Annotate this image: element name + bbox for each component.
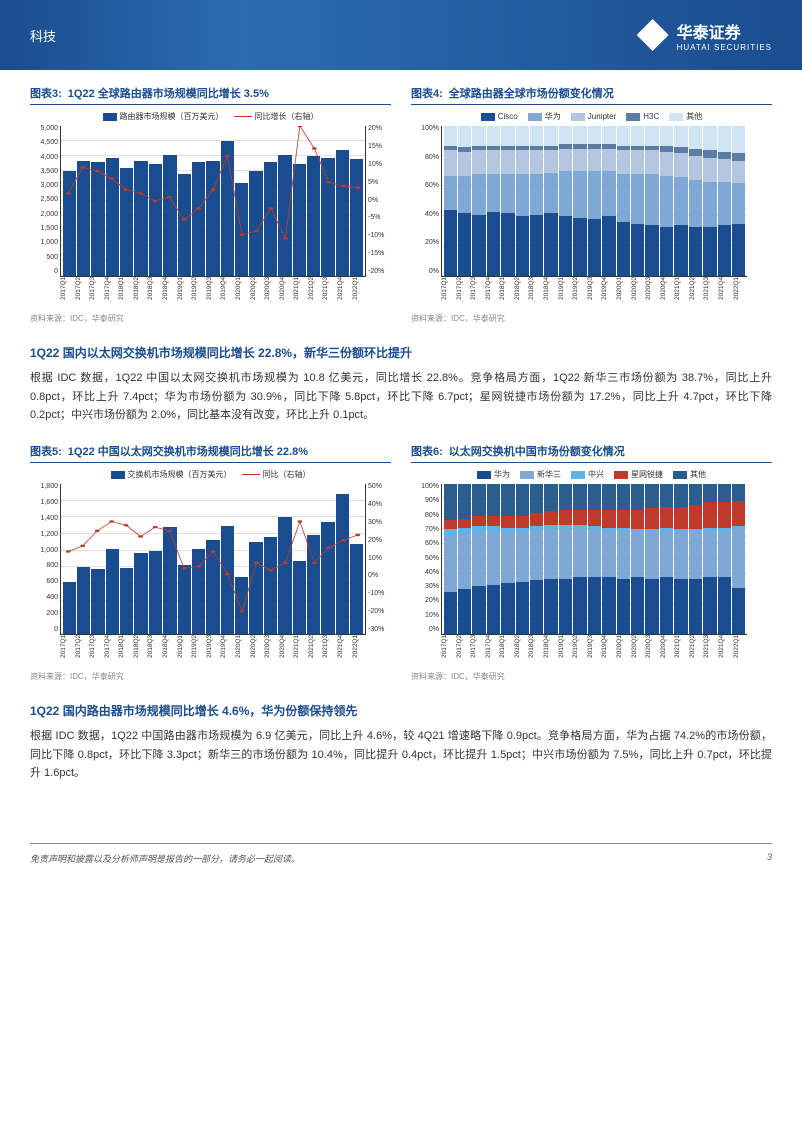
chart6-plot: 华为新华三中兴星网锐捷其他100%90%80%70%60%50%40%30%20… <box>411 469 772 669</box>
header-logo-block: 华泰证券 HUATAI SECURITIES <box>637 19 772 52</box>
footer-disclaimer: 免责声明和披露以及分析师声明是报告的一部分，请务必一起阅读。 <box>30 852 300 865</box>
chart6-source: 资料来源：IDC，华泰研究 <box>411 671 772 682</box>
chart-row-2: 图表5:1Q22 中国以太网交换机市场规模同比增长 22.8% 交换机市场规模（… <box>30 443 772 682</box>
chart6-title: 图表6:以太网交换机中国市场份额变化情况 <box>411 443 772 463</box>
company-name: 华泰证券 <box>677 19 772 43</box>
company-name-en: HUATAI SECURITIES <box>677 43 772 52</box>
chart6-col: 图表6:以太网交换机中国市场份额变化情况 华为新华三中兴星网锐捷其他100%90… <box>411 443 772 682</box>
page-footer: 免责声明和披露以及分析师声明是报告的一部分，请务必一起阅读。 3 <box>30 843 772 885</box>
page-content: 图表3:1Q22 全球路由器市场规模同比增长 3.5% 路由器市场规模（百万美元… <box>0 70 802 823</box>
logo-icon <box>637 19 669 51</box>
section2-body: 根据 IDC 数据，1Q22 中国路由器市场规模为 6.9 亿美元，同比上升 4… <box>30 727 772 783</box>
chart4-title: 图表4:全球路由器全球市场份额变化情况 <box>411 85 772 105</box>
chart5-plot: 交换机市场规模（百万美元）同比（右轴）1,8001,6001,4001,2001… <box>30 469 391 669</box>
footer-page: 3 <box>767 852 772 865</box>
section1-body: 根据 IDC 数据，1Q22 中国以太网交换机市场规模为 10.8 亿美元，同比… <box>30 369 772 425</box>
chart3-source: 资料来源：IDC，华泰研究 <box>30 313 391 324</box>
chart5-title: 图表5:1Q22 中国以太网交换机市场规模同比增长 22.8% <box>30 443 391 463</box>
chart3-title: 图表3:1Q22 全球路由器市场规模同比增长 3.5% <box>30 85 391 105</box>
chart4-col: 图表4:全球路由器全球市场份额变化情况 Cisco华为JunipterH3C其他… <box>411 85 772 324</box>
chart3-col: 图表3:1Q22 全球路由器市场规模同比增长 3.5% 路由器市场规模（百万美元… <box>30 85 391 324</box>
page-header: 科技 华泰证券 HUATAI SECURITIES <box>0 0 802 70</box>
section1-heading: 1Q22 国内以太网交换机市场规模同比增长 22.8%，新华三份额环比提升 <box>30 344 772 361</box>
chart3-plot: 路由器市场规模（百万美元）同比增长（右轴）5,0004,5004,0003,50… <box>30 111 391 311</box>
chart5-col: 图表5:1Q22 中国以太网交换机市场规模同比增长 22.8% 交换机市场规模（… <box>30 443 391 682</box>
chart4-source: 资料来源：IDC，华泰研究 <box>411 313 772 324</box>
chart5-source: 资料来源：IDC，华泰研究 <box>30 671 391 682</box>
chart4-plot: Cisco华为JunipterH3C其他100%80%60%40%20%0%20… <box>411 111 772 311</box>
header-category: 科技 <box>30 26 56 45</box>
section2-heading: 1Q22 国内路由器市场规模同比增长 4.6%，华为份额保持领先 <box>30 702 772 719</box>
chart-row-1: 图表3:1Q22 全球路由器市场规模同比增长 3.5% 路由器市场规模（百万美元… <box>30 85 772 324</box>
